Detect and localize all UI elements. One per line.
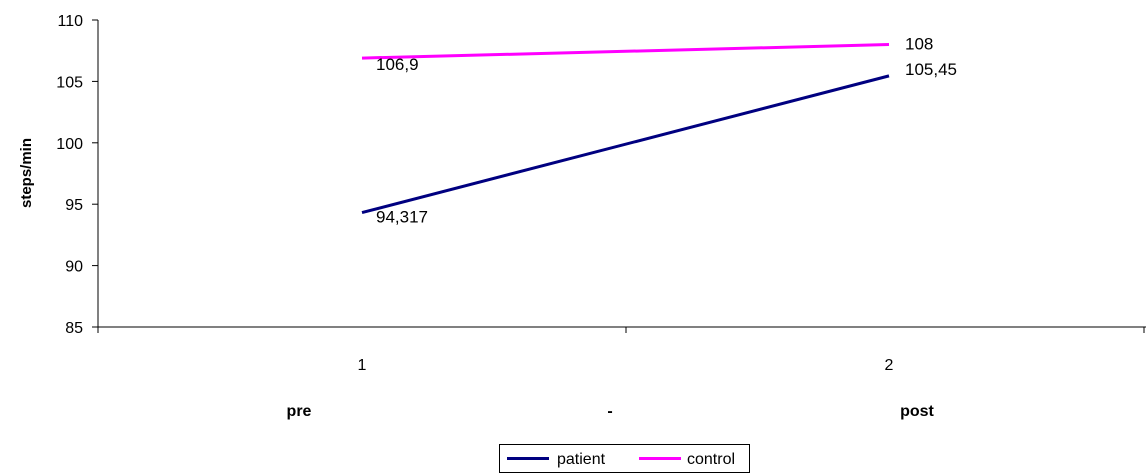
y-tick-label: 85	[65, 320, 83, 337]
category-label-pre: pre	[287, 403, 312, 420]
legend: patient control	[499, 444, 750, 473]
category-label-dash: -	[607, 403, 612, 420]
series-line-control	[361, 43, 890, 60]
category-label-post: post	[900, 403, 934, 420]
y-tick-label: 110	[57, 13, 83, 30]
y-tick-label: 95	[65, 197, 83, 214]
x-tick-label: 1	[358, 357, 367, 374]
legend-label-control: control	[687, 451, 735, 468]
x-tick-label: 2	[885, 357, 894, 374]
plot-area: 94,317 105,45 106,9 108	[361, 35, 957, 227]
data-label-patient: 94,317	[376, 208, 428, 227]
y-tick-label: 105	[56, 74, 83, 91]
y-axis-title: steps/min	[18, 138, 35, 208]
legend-label-patient: patient	[557, 451, 606, 468]
series-line-patient	[361, 74, 890, 215]
data-label-control: 106,9	[376, 55, 419, 74]
data-label-control: 108	[905, 35, 933, 54]
y-tick-label: 90	[65, 259, 83, 276]
y-tick-label: 100	[56, 136, 83, 153]
data-label-patient: 105,45	[905, 60, 957, 79]
x-axis: 1 2	[97, 326, 1146, 374]
y-axis: 85 90 95 100 105 110	[56, 13, 99, 337]
